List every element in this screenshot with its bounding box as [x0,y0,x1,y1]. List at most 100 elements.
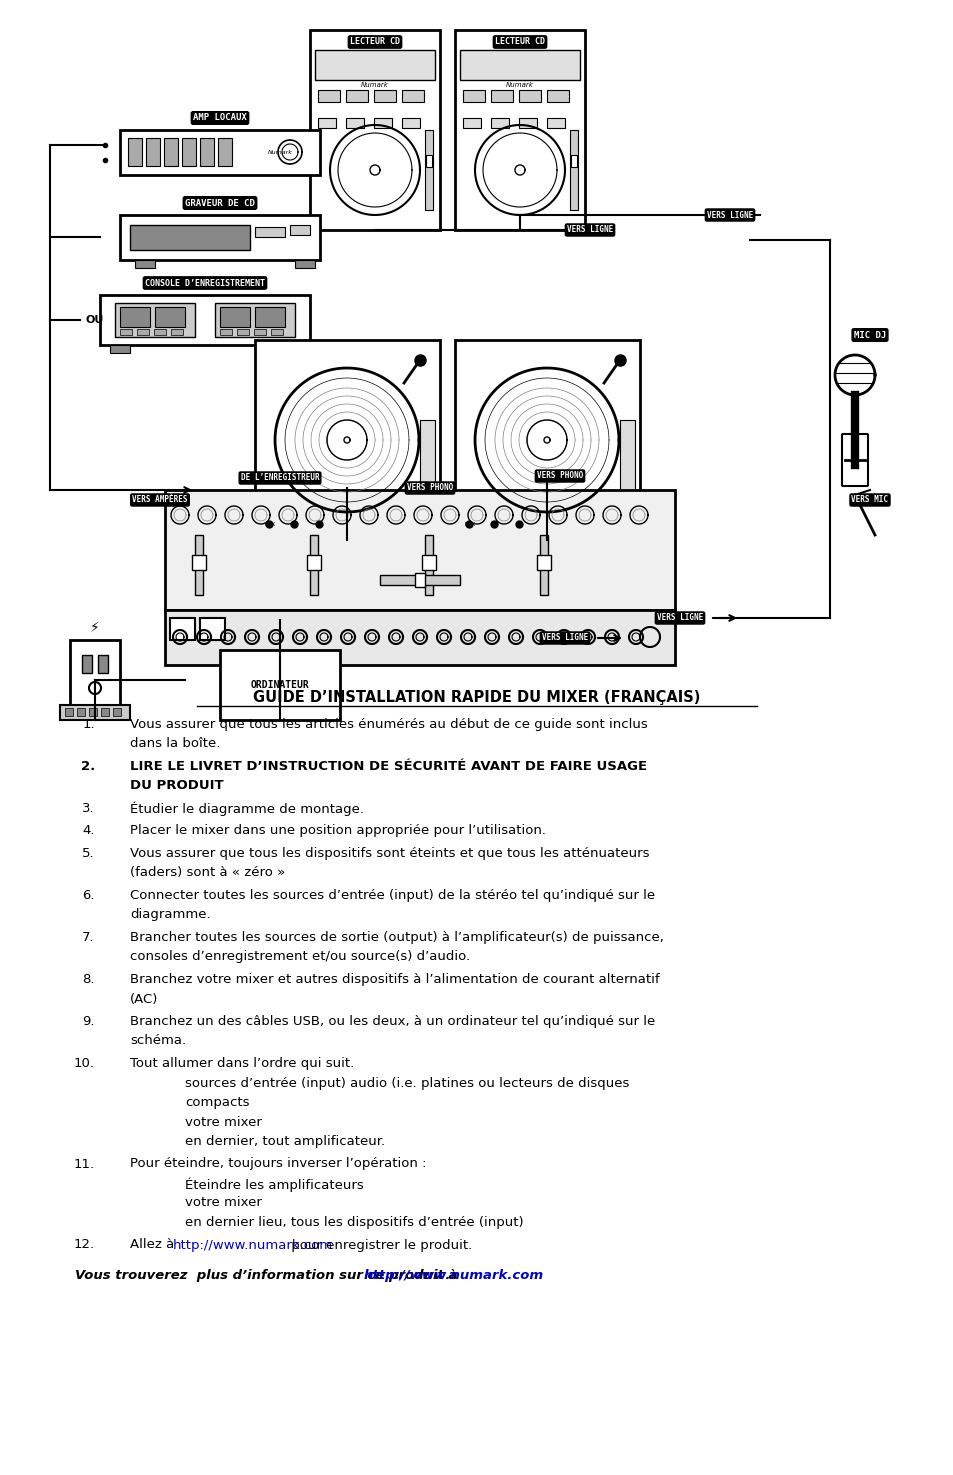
Text: VERS PHONO: VERS PHONO [537,472,582,481]
Bar [484,515,502,532]
Bar [98,655,108,673]
Bar [194,535,203,594]
Text: 3.: 3. [82,802,95,816]
Bar [130,226,250,249]
Text: VERS MIC: VERS MIC [851,496,887,504]
Bar [290,226,310,235]
Bar [254,341,439,540]
Bar [285,515,303,532]
Text: Éteindre les amplificateurs: Éteindre les amplificateurs [185,1177,363,1192]
Bar [424,130,433,209]
Bar [307,555,320,569]
Text: PDX: PDX [464,522,476,528]
Text: OU: OU [86,316,104,324]
Bar [170,618,194,640]
Bar [539,535,547,594]
Text: VERS LIGNE: VERS LIGNE [566,226,613,235]
Text: VERS LIGNE: VERS LIGNE [657,614,702,622]
Text: VERS PHONO: VERS PHONO [406,484,453,493]
Bar [218,139,232,167]
Bar [165,611,675,665]
Text: sources d’entrée (input) audio (i.e. platines ou lecteurs de disques: sources d’entrée (input) audio (i.e. pla… [185,1077,629,1090]
Text: (AC): (AC) [130,993,158,1006]
Text: Branchez votre mixer et autres dispositifs à l’alimentation de courant alternati: Branchez votre mixer et autres dispositi… [130,974,659,985]
Bar [182,139,195,167]
Bar [455,341,639,540]
Text: Vous assurer que tous les dispositifs sont éteints et que tous les atténuateurs: Vous assurer que tous les dispositifs so… [130,847,649,860]
Bar [346,118,364,128]
Bar [70,640,120,705]
Bar [200,139,213,167]
Text: 12.: 12. [73,1239,95,1251]
Bar [254,307,285,327]
Text: DU PRODUIT: DU PRODUIT [130,779,223,792]
Text: Placer le mixer dans une position appropriée pour l’utilisation.: Placer le mixer dans une position approp… [130,825,545,838]
Text: 5.: 5. [82,847,95,860]
Bar [491,118,509,128]
Bar [546,90,568,102]
Text: en dernier lieu, tous les dispositifs d’entrée (input): en dernier lieu, tous les dispositifs d’… [185,1215,523,1229]
Text: AMP LOCAUX: AMP LOCAUX [193,114,247,122]
Text: GUIDE D’INSTALLATION RAPIDE DU MIXER (FRANÇAIS): GUIDE D’INSTALLATION RAPIDE DU MIXER (FR… [253,690,700,705]
Text: Pour éteindre, toujours inverser l’opération :: Pour éteindre, toujours inverser l’opéra… [130,1158,426,1171]
Bar [171,329,183,335]
Bar [310,30,439,230]
Bar [115,302,194,336]
Bar [401,90,423,102]
Bar [518,118,537,128]
Bar [135,260,154,268]
Text: Numark: Numark [506,83,534,88]
Text: LECTEUR CD: LECTEUR CD [495,37,544,47]
Bar [154,307,185,327]
Bar [220,329,232,335]
Bar [271,329,283,335]
Text: dans la boîte.: dans la boîte. [130,738,220,751]
Text: 9.: 9. [82,1015,95,1028]
Bar [374,90,395,102]
Text: 10.: 10. [74,1058,95,1069]
Text: 1.: 1. [82,718,95,732]
Text: Branchez un des câbles USB, ou les deux, à un ordinateur tel qu’indiqué sur le: Branchez un des câbles USB, ou les deux,… [130,1015,655,1028]
Text: 11.: 11. [73,1158,95,1171]
Bar [192,555,206,569]
Bar [89,708,97,715]
Bar [100,295,310,345]
Bar [110,345,130,353]
Text: 4.: 4. [82,825,95,838]
Bar [518,90,540,102]
Text: Allez à: Allez à [130,1239,178,1251]
Text: VERS LIGNE: VERS LIGNE [706,211,752,220]
Bar [153,329,166,335]
Bar [220,650,339,720]
Text: GRAVEUR DE CD: GRAVEUR DE CD [185,199,254,208]
Bar [421,555,436,569]
Text: Numark: Numark [361,83,389,88]
Bar [314,50,435,80]
Bar [254,227,285,237]
Text: (faders) sont à « zéro »: (faders) sont à « zéro » [130,866,285,879]
Text: ⚡: ⚡ [90,621,100,636]
Bar [571,155,577,167]
Bar [120,307,150,327]
Bar [165,490,675,611]
FancyBboxPatch shape [841,434,867,485]
Text: http://www.numark.com: http://www.numark.com [363,1268,543,1282]
Bar [491,90,513,102]
Text: en dernier, tout amplificateur.: en dernier, tout amplificateur. [185,1134,385,1148]
Text: compacts: compacts [185,1096,250,1109]
Bar [60,705,130,720]
Bar [419,420,435,500]
Bar [120,215,319,260]
Text: VERS LIGNE: VERS LIGNE [541,633,587,643]
Text: VERS AMPÈRES: VERS AMPÈRES [132,496,188,504]
Bar [310,515,328,532]
Text: Vous assurer que tous les articles énumérés au début de ce guide sont inclus: Vous assurer que tous les articles énumé… [130,718,647,732]
Text: LECTEUR CD: LECTEUR CD [350,37,399,47]
Bar [415,572,424,587]
Bar [462,90,484,102]
Text: Tout allumer dans l’ordre qui suit.: Tout allumer dans l’ordre qui suit. [130,1058,354,1069]
Bar [619,420,635,500]
Text: PDX: PDX [265,522,276,528]
Text: 7.: 7. [82,931,95,944]
Text: schéma.: schéma. [130,1034,186,1047]
